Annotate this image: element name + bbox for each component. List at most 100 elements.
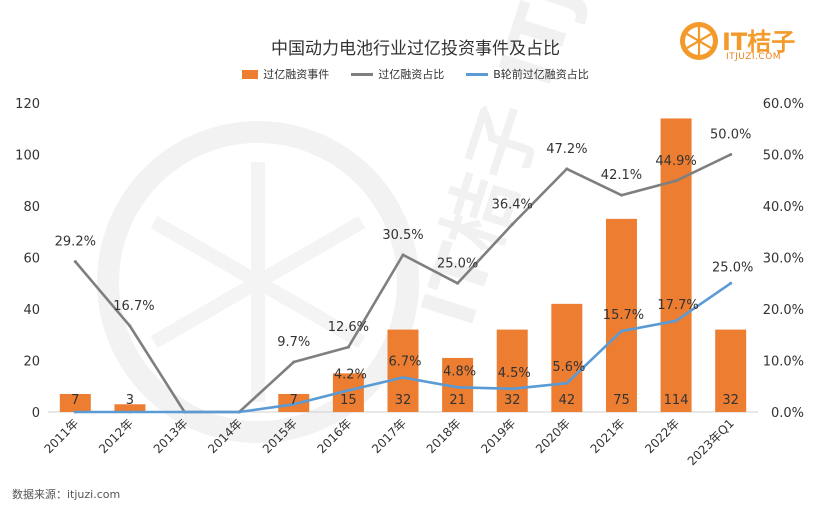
- data-labels: 7 3 7 15 32 21 32 42 75 114 32 29.2% 16.7% 9.7% 12.6% 3…: [55, 128, 754, 409]
- gray-line-value-label: 30.5%: [382, 228, 423, 243]
- y-left-tick-label: 80: [23, 200, 40, 215]
- gray-line-value-label: 42.1%: [601, 168, 642, 183]
- x-tick-label: 2013年: [151, 416, 191, 456]
- legend-swatch-line-blue: [466, 72, 489, 76]
- logo-brand-text: IT桔子: [722, 28, 796, 56]
- line-point: [565, 381, 569, 385]
- gray-line-value-label: 47.2%: [546, 142, 587, 157]
- bar-value-label: 15: [340, 393, 357, 408]
- watermark-spoke: [150, 275, 262, 349]
- y-left-tick-label: 20: [23, 355, 40, 370]
- x-tick-label: 2017年: [369, 416, 409, 456]
- legend-swatch-bar: [242, 69, 259, 79]
- y-right-tick-label: 10.0%: [763, 355, 804, 370]
- bar: [715, 329, 747, 412]
- blue-line-value-label: 25.0%: [712, 260, 753, 275]
- orange-slice-icon: [680, 22, 718, 60]
- bar: [114, 404, 146, 412]
- legend-item-bar: 过亿融资事件: [242, 66, 329, 82]
- y-left-tick-label: 100: [15, 149, 40, 164]
- x-tick-label: 2011年: [41, 416, 81, 456]
- watermark-spoke: [150, 215, 262, 289]
- blue-line-value-label: 17.7%: [657, 298, 698, 313]
- legend-label-line-gray: 过亿融资占比: [378, 68, 445, 81]
- gray-line-value-label: 9.7%: [277, 335, 310, 350]
- legend-label-bar: 过亿融资事件: [263, 68, 330, 81]
- y-right-tick-label: 0.0%: [771, 406, 804, 421]
- gray-line-value-label: 25.0%: [437, 256, 478, 271]
- line-point: [456, 385, 460, 389]
- line-series: [73, 153, 733, 414]
- x-tick-label: 2020年: [533, 416, 573, 456]
- blue-line-value-label: 4.8%: [443, 364, 476, 379]
- bar-value-label: 32: [395, 393, 412, 408]
- y-left-tick-label: 120: [15, 97, 40, 112]
- line-point: [401, 253, 405, 257]
- blue-line-value-label: 4.5%: [498, 366, 531, 381]
- line-point: [292, 360, 296, 364]
- blue-line-value-label: 4.2%: [334, 367, 367, 382]
- bar-value-label: 3: [126, 393, 134, 408]
- bar: [605, 218, 637, 412]
- y-right-tick-label: 40.0%: [763, 200, 804, 215]
- gray-line-value-label: 36.4%: [492, 198, 533, 213]
- bar-value-label: 7: [71, 393, 79, 408]
- line-point: [183, 410, 187, 414]
- bar: [496, 329, 528, 412]
- legend-item-line-gray: 过亿融资占比: [351, 66, 444, 82]
- blue-line-value-label: 15.7%: [603, 308, 644, 323]
- logo-domain-text: ITJUZI.COM: [726, 52, 782, 62]
- line-point: [619, 329, 623, 333]
- line-point: [128, 410, 132, 414]
- legend-item-line-blue: B轮前过亿融资占比: [466, 66, 589, 82]
- gray-line-value-label: 12.6%: [328, 320, 369, 335]
- line-point: [456, 281, 460, 285]
- gray-line-value-label: 50.0%: [710, 128, 751, 143]
- line-point: [73, 260, 77, 264]
- bar-value-label: 32: [504, 393, 521, 408]
- y-left-tick-label: 40: [23, 303, 40, 318]
- gray-line-value-label: 29.2%: [55, 235, 96, 250]
- y-right-tick-label: 20.0%: [763, 303, 804, 318]
- legend-label-line-blue: B轮前过亿融资占比: [493, 68, 589, 81]
- x-tick-label: 2021年: [588, 416, 628, 456]
- bar-value-label: 32: [722, 393, 739, 408]
- watermark-spoke: [254, 275, 366, 349]
- line-point: [510, 223, 514, 227]
- y-right-tick-label: 60.0%: [763, 97, 804, 112]
- gray-line-value-label: 16.7%: [113, 299, 154, 314]
- bar: [660, 118, 692, 412]
- y-left-tick-label: 0: [32, 406, 40, 421]
- bar-value-label: 7: [290, 393, 298, 408]
- chart-title: 中国动力电池行业过亿投资事件及占比: [271, 39, 560, 59]
- line-point: [729, 281, 733, 285]
- line-point: [401, 375, 405, 379]
- bar-value-label: 21: [449, 393, 466, 408]
- line-point: [619, 193, 623, 197]
- bar-value-label: 75: [613, 393, 630, 408]
- watermark-spoke: [254, 215, 366, 289]
- legend-swatch-line-gray: [351, 72, 374, 76]
- line-point: [346, 345, 350, 349]
- bar-value-label: 114: [664, 393, 689, 408]
- x-tick-label: 2022年: [642, 416, 682, 456]
- watermark-ring: [97, 121, 419, 443]
- y-left-tick-label: 60: [23, 252, 40, 267]
- y-right-tick-label: 30.0%: [763, 252, 804, 267]
- gray-line-value-label: 44.9%: [655, 154, 696, 169]
- x-tick-label: 2018年: [424, 416, 464, 456]
- line-point: [510, 387, 514, 391]
- x-tick-label: 2012年: [96, 416, 136, 456]
- line-point: [292, 402, 296, 406]
- bar: [387, 329, 419, 412]
- line-point: [346, 388, 350, 392]
- line-point: [565, 167, 569, 171]
- blue-line-value-label: 5.6%: [552, 360, 585, 375]
- brand-logo: IT桔子 ITJUZI.COM: [678, 20, 818, 70]
- blue-line-value-label: 6.7%: [388, 354, 421, 369]
- bar-value-label: 42: [559, 393, 576, 408]
- source-note: 数据来源：itjuzi.com: [12, 488, 121, 501]
- x-tick-label: 2023年Q1: [685, 416, 737, 468]
- x-tick-label: 2019年: [478, 416, 518, 456]
